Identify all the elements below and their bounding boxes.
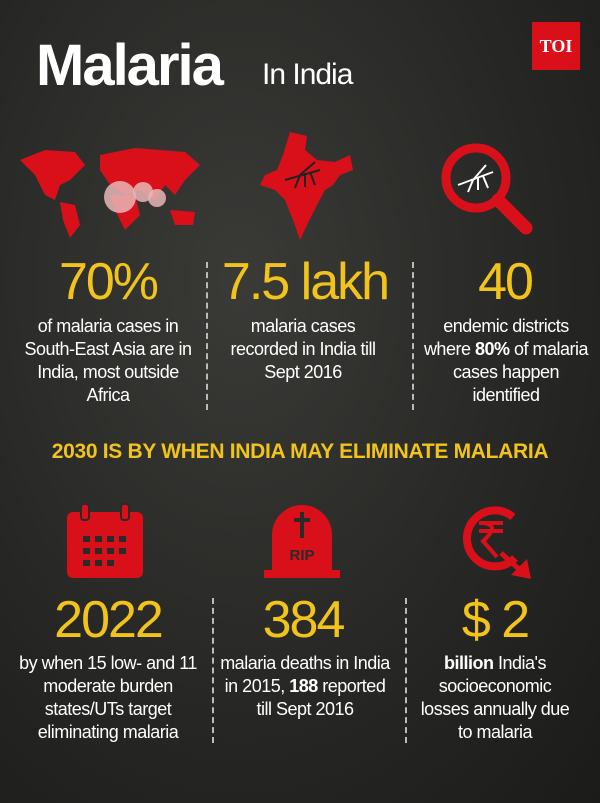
logo: TOI xyxy=(532,22,580,70)
cross xyxy=(294,512,310,538)
arrow-head xyxy=(511,559,531,579)
text: endemic districts where xyxy=(423,316,569,359)
bold-text: billion xyxy=(444,653,494,673)
shape xyxy=(107,536,114,542)
calendar-body xyxy=(67,512,143,578)
map-shape xyxy=(20,148,200,238)
text: India's socioeconomic losses annually du… xyxy=(420,653,570,742)
india-shape xyxy=(260,132,353,240)
shape xyxy=(83,548,90,554)
mosquito xyxy=(284,161,321,189)
down-arrow xyxy=(499,551,523,573)
stat-description: billion India's socioeconomic losses ann… xyxy=(420,652,570,744)
text: of malaria cases in South-East Asia are … xyxy=(24,316,192,405)
text: reported till Sept 2016 xyxy=(256,676,386,719)
shape xyxy=(119,536,126,542)
text: by when 15 low- and 11 moderate burden s… xyxy=(19,653,197,742)
rupee-circle xyxy=(463,506,518,571)
tombstone-base xyxy=(264,570,340,578)
shape xyxy=(107,560,114,566)
lens xyxy=(441,143,511,213)
divider xyxy=(412,262,414,410)
shape xyxy=(83,536,90,542)
stat-value: 2022 xyxy=(54,591,164,649)
banner: 2030 IS BY WHEN INDIA MAY ELIMINATE MALA… xyxy=(51,440,549,463)
mosquito xyxy=(457,164,494,193)
stat-description: by when 15 low- and 11 moderate burden s… xyxy=(8,652,208,744)
calendar-ring xyxy=(120,503,130,521)
map-highlight xyxy=(133,182,153,202)
rupee-icon xyxy=(463,506,531,579)
title: Malaria xyxy=(36,33,224,98)
world-map-icon xyxy=(20,148,200,238)
stat-value: 70% xyxy=(58,253,159,311)
divider xyxy=(212,598,214,743)
stat-description: of malaria cases in South-East Asia are … xyxy=(18,315,198,407)
calendar-icon xyxy=(67,503,143,578)
magnifier-icon xyxy=(441,143,533,235)
divider xyxy=(206,262,208,410)
text: of malaria cases happen identified xyxy=(452,339,589,405)
shape xyxy=(95,560,102,566)
map-highlight xyxy=(104,181,136,213)
shape xyxy=(83,560,90,566)
stat-value: 7.5 lakh xyxy=(221,253,390,311)
stat-description: malaria cases recorded in India till Sep… xyxy=(218,315,388,384)
bold-text: 80% xyxy=(474,339,510,359)
india-map-icon xyxy=(260,132,353,240)
shape xyxy=(119,548,126,554)
shape xyxy=(95,536,102,542)
rupee-sign xyxy=(479,521,503,559)
shape xyxy=(107,548,114,554)
calendar-dots xyxy=(83,536,126,566)
stat-description: malaria deaths in India in 2015, 188 rep… xyxy=(220,652,390,721)
map-highlight xyxy=(148,189,166,207)
shape xyxy=(95,548,102,554)
stat-description: endemic districts where 80% of malaria c… xyxy=(420,315,592,407)
stat-value: $ 2 xyxy=(461,591,530,649)
handle xyxy=(491,193,533,235)
text: malaria deaths in India in 2015, xyxy=(220,653,390,696)
calendar-ring xyxy=(80,503,90,521)
stat-value: 384 xyxy=(262,591,346,649)
divider xyxy=(405,598,407,743)
icon-text: RIP xyxy=(289,547,314,564)
bold-text: 188 xyxy=(289,676,318,696)
stat-value: 40 xyxy=(478,253,534,311)
subtitle: In India xyxy=(262,58,353,91)
tombstone-icon: RIP xyxy=(264,505,340,578)
tombstone xyxy=(272,505,332,575)
text: malaria cases recorded in India till Sep… xyxy=(230,316,376,382)
